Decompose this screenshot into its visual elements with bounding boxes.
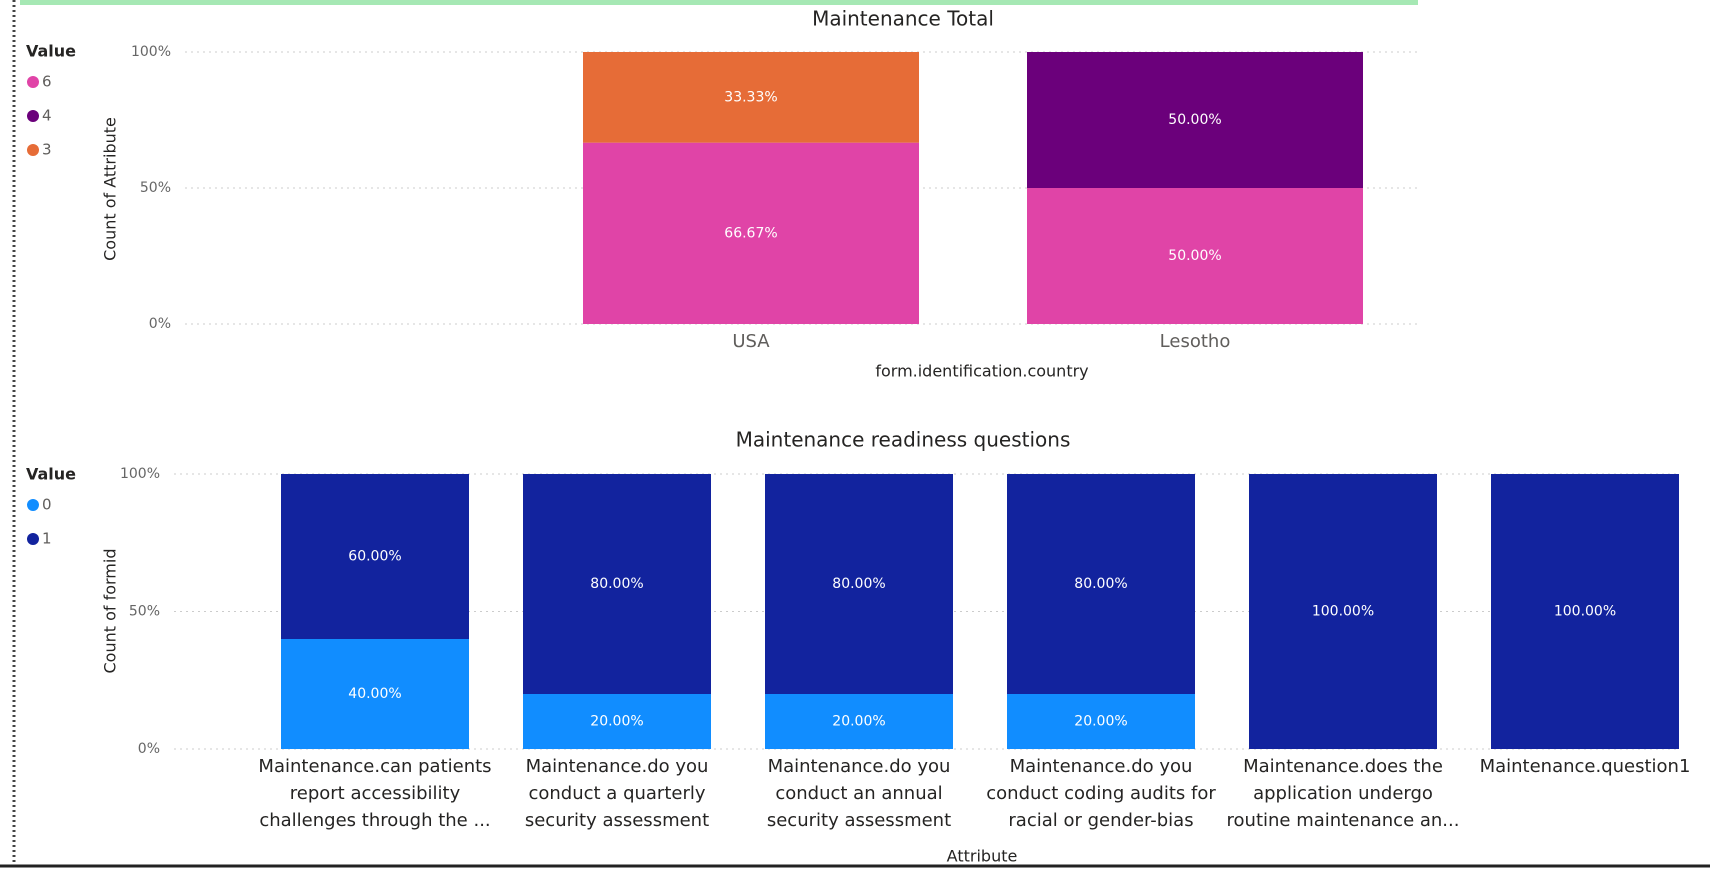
y-tick-label: 50% [140,180,171,196]
data-label: 20.00% [832,714,885,730]
x-axis-title: Attribute [947,847,1018,866]
legend-label: 1 [42,530,52,548]
legend-swatch [27,499,39,511]
data-label: 50.00% [1168,248,1221,264]
x-tick-label: Maintenance.do you conduct a quarterly s… [524,756,710,831]
x-tick-label: USA [732,331,770,352]
legend-title: Value [26,465,76,484]
y-tick-label: 0% [149,316,171,332]
x-tick-label: Maintenance.do you conduct coding audits… [986,756,1216,831]
legend-swatch [27,533,39,545]
data-label: 20.00% [590,714,643,730]
y-tick-label: 100% [131,44,171,60]
bar-segment [523,694,711,749]
y-tick-label: 50% [129,604,160,620]
legend-label: 4 [42,107,52,125]
data-label: 33.33% [724,89,777,105]
y-tick-label: 0% [138,741,160,757]
bar-segment [1007,694,1195,749]
y-tick-label: 100% [120,466,160,482]
legend-label: 6 [42,73,52,91]
bar-segment [281,639,469,749]
bar-segment [1491,474,1679,749]
data-label: 40.00% [348,686,401,702]
bar-segment [281,474,469,639]
legend-label: 3 [42,141,52,159]
bar-segment [1007,474,1195,694]
data-label: 50.00% [1168,112,1221,128]
x-tick-label: Lesotho [1160,331,1231,352]
chart-title: Maintenance Total [812,7,994,31]
chart-title: Maintenance readiness questions [736,428,1071,452]
y-axis-title: Count of formid [101,548,120,673]
bar-segment [583,52,919,143]
x-tick-label: Maintenance.can patients report accessib… [258,756,492,831]
bar-segment [765,694,953,749]
bar-segment [1249,474,1437,749]
x-tick-label: Maintenance.does the application undergo… [1226,756,1460,831]
x-tick-label: Maintenance.do you conduct an annual sec… [766,756,952,831]
bar-segment [1027,52,1363,188]
data-label: 66.67% [724,225,777,241]
bar-segment [523,474,711,694]
data-label: 100.00% [1312,604,1374,620]
data-label: 100.00% [1554,604,1616,620]
legend-label: 0 [42,496,52,514]
data-label: 20.00% [1074,714,1127,730]
data-label: 80.00% [590,576,643,592]
legend-swatch [27,76,39,88]
legend-swatch [27,110,39,122]
data-label: 80.00% [1074,576,1127,592]
top-bar [20,0,1418,5]
y-axis-title: Count of Attribute [101,117,120,261]
legend-title: Value [26,42,76,61]
legend-swatch [27,144,39,156]
data-label: 60.00% [348,549,401,565]
x-axis-title: form.identification.country [875,362,1088,381]
x-tick-label: Maintenance.question1 [1479,756,1691,777]
data-label: 80.00% [832,576,885,592]
bar-segment [765,474,953,694]
bar-segment [583,142,919,324]
bar-segment [1027,188,1363,324]
